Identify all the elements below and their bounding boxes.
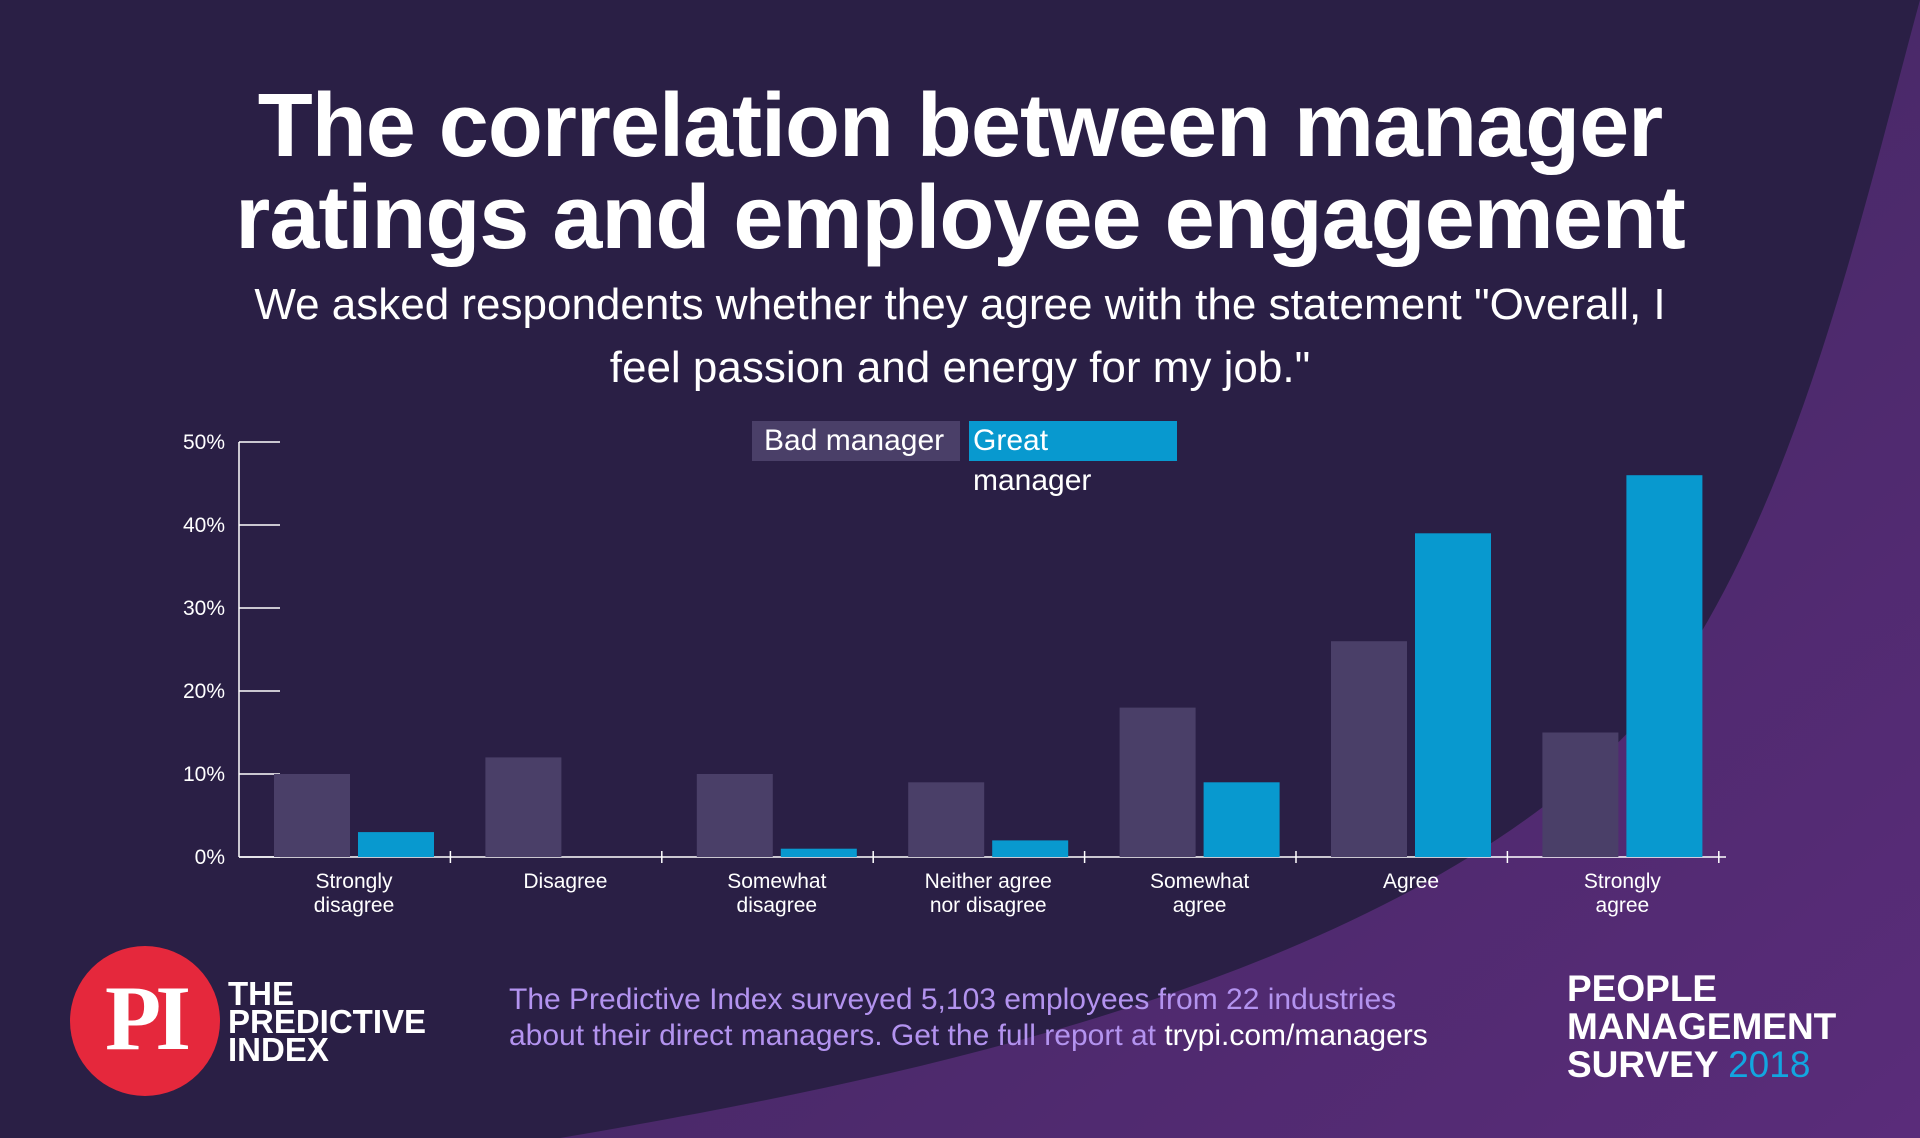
- bar: [485, 757, 562, 857]
- y-tick-label: 50%: [183, 431, 225, 454]
- bar: [274, 774, 350, 857]
- subtitle-line-1: We asked respondents whether they agree …: [254, 280, 1666, 329]
- logo-text-line-3: INDEX: [228, 1031, 329, 1068]
- survey-year: 2018: [1728, 1044, 1811, 1085]
- logo-text-line-1: THE: [228, 975, 294, 1012]
- footnote-text: about their direct managers. Get the ful…: [509, 1019, 1165, 1052]
- bar: [908, 782, 985, 857]
- bar: [1415, 533, 1491, 857]
- survey-word: SURVEY: [1567, 1044, 1718, 1085]
- x-tick-label: disagree: [314, 894, 395, 917]
- bar: [992, 840, 1069, 857]
- x-tick-label: Somewhat: [727, 870, 826, 893]
- legend-bad-manager: Bad manager: [752, 421, 960, 461]
- survey-line-1: PEOPLE: [1567, 968, 1718, 1009]
- page-title-line-1: The correlation between manager: [257, 76, 1663, 176]
- bar: [1119, 707, 1196, 857]
- footnote-line-2: about their direct managers. Get the ful…: [509, 1018, 1428, 1054]
- x-tick-label: Agree: [1383, 870, 1439, 893]
- survey-line-2: MANAGEMENT: [1567, 1006, 1837, 1047]
- y-tick-label: 30%: [183, 597, 225, 620]
- bar: [696, 774, 773, 857]
- page-title-line-2: ratings and employee engagement: [235, 168, 1685, 268]
- x-tick-label: Somewhat: [1150, 870, 1249, 893]
- bar: [780, 848, 857, 857]
- bar: [1331, 641, 1407, 857]
- bar: [1203, 782, 1280, 857]
- y-tick-label: 10%: [183, 763, 225, 786]
- survey-line-3: SURVEY 2018: [1567, 1046, 1810, 1084]
- legend-great-manager: Great manager: [969, 421, 1177, 497]
- y-tick-label: 0%: [195, 846, 225, 869]
- subtitle-line-2: feel passion and energy for my job.": [609, 343, 1311, 392]
- report-link[interactable]: trypi.com/managers: [1164, 1019, 1428, 1052]
- bar: [358, 832, 434, 857]
- x-tick-label: nor disagree: [930, 894, 1047, 917]
- x-tick-label: disagree: [737, 894, 818, 917]
- bar: [1542, 732, 1619, 857]
- x-tick-label: Strongly: [315, 870, 393, 893]
- logo-circle: [70, 946, 220, 1096]
- pi-logo-icon: PI: [105, 967, 191, 1069]
- y-tick-label: 20%: [183, 680, 225, 703]
- x-tick-label: Neither agree: [925, 870, 1052, 893]
- footnote-line-1: The Predictive Index surveyed 5,103 empl…: [509, 983, 1397, 1016]
- x-tick-label: Disagree: [523, 870, 607, 893]
- x-tick-label: Strongly: [1584, 870, 1662, 893]
- y-tick-label: 40%: [183, 514, 225, 537]
- x-tick-label: agree: [1596, 894, 1650, 917]
- bar: [1626, 475, 1703, 857]
- logo-text-line-2: PREDICTIVE: [228, 1003, 427, 1040]
- x-tick-label: agree: [1173, 894, 1227, 917]
